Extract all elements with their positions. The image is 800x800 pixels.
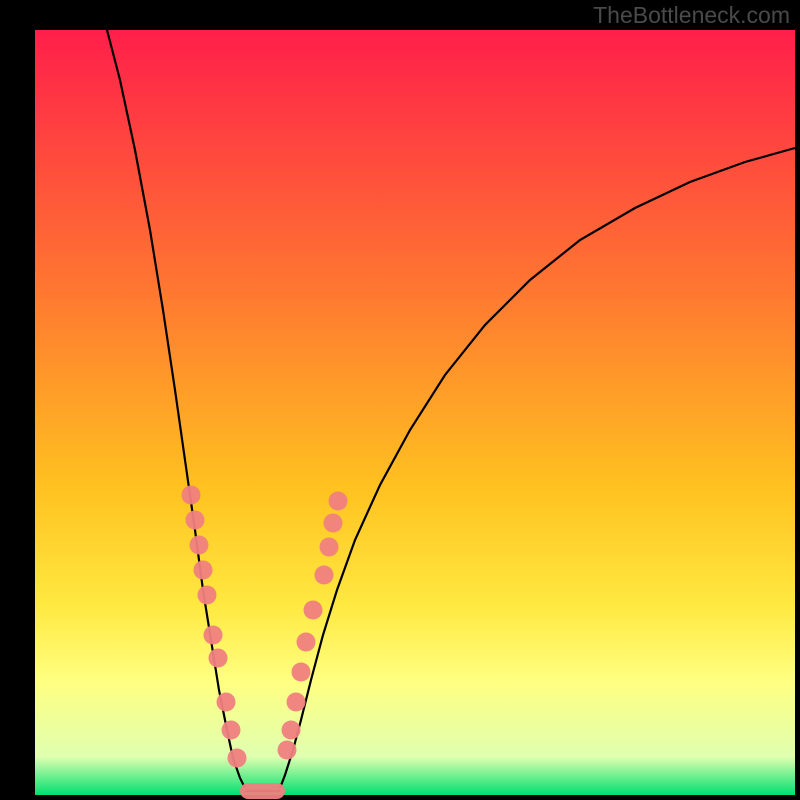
data-marker (209, 649, 228, 668)
data-marker (324, 514, 343, 533)
data-marker (190, 536, 209, 555)
data-marker (222, 721, 241, 740)
data-marker (315, 566, 334, 585)
bottleneck-curve-chart (0, 0, 800, 800)
data-marker (217, 693, 236, 712)
data-marker (304, 601, 323, 620)
watermark-text: TheBottleneck.com (593, 2, 790, 29)
data-marker (194, 561, 213, 580)
data-marker (292, 663, 311, 682)
curve-right-branch (280, 148, 795, 788)
left-marker-group (182, 486, 247, 768)
data-marker (320, 538, 339, 557)
data-marker (297, 633, 316, 652)
data-marker (228, 749, 247, 768)
curve-left-branch (107, 30, 245, 788)
data-marker (329, 492, 348, 511)
data-marker (198, 586, 217, 605)
data-marker (186, 511, 205, 530)
data-marker (287, 693, 306, 712)
data-marker (282, 721, 301, 740)
right-marker-group (278, 492, 348, 760)
data-marker (182, 486, 201, 505)
data-marker (204, 626, 223, 645)
data-marker (278, 741, 297, 760)
bottom-marker-pill (240, 783, 285, 799)
